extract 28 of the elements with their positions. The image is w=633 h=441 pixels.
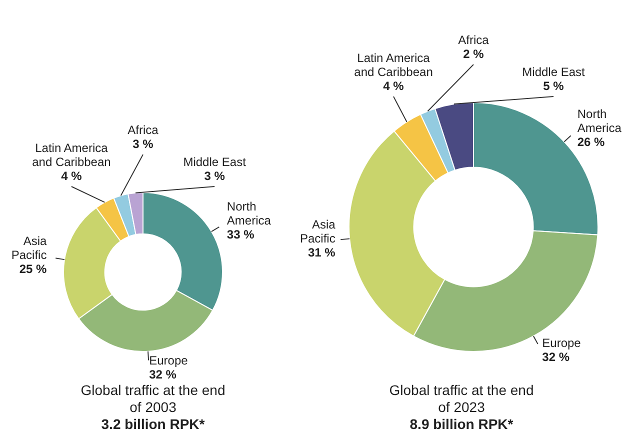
- text: 3.2 billion RPK*: [101, 416, 205, 433]
- data-label: 4 %: [61, 168, 82, 183]
- slice-label: Middle East: [183, 154, 247, 169]
- data-label: 4 %: [383, 78, 404, 93]
- data-label: 25 %: [19, 262, 48, 276]
- data-label: 33 %: [226, 228, 255, 242]
- slice-label: Latin America and Caribbean: [354, 50, 433, 79]
- data-label: 3 %: [132, 136, 154, 151]
- slice-label: Asia Pacific: [11, 234, 48, 262]
- text: 8.9 billion RPK*: [410, 416, 514, 433]
- data-label: 2 %: [463, 46, 484, 61]
- text: Global traffic at the end of 2003: [80, 382, 226, 416]
- slice-label: Africa: [128, 122, 159, 137]
- slice-label: Europe: [542, 336, 582, 350]
- slice-label: Latin America and Caribbean: [32, 140, 111, 169]
- slice-label: Africa: [458, 32, 490, 47]
- text: Global traffic at the end of 2023: [388, 382, 535, 416]
- slice-label: Asia Pacific: [300, 218, 336, 246]
- data-label: 31 %: [308, 246, 336, 260]
- slice-label: Europe: [149, 354, 188, 368]
- data-label: 5 %: [543, 78, 564, 93]
- data-label: 32 %: [149, 368, 177, 382]
- slice-label: North America: [226, 200, 272, 228]
- slice-label: Middle East: [522, 64, 586, 79]
- data-label: 32 %: [542, 350, 570, 364]
- data-label: 3 %: [204, 168, 226, 183]
- slice-label: North America: [577, 106, 622, 135]
- data-label: 26 %: [577, 134, 606, 149]
